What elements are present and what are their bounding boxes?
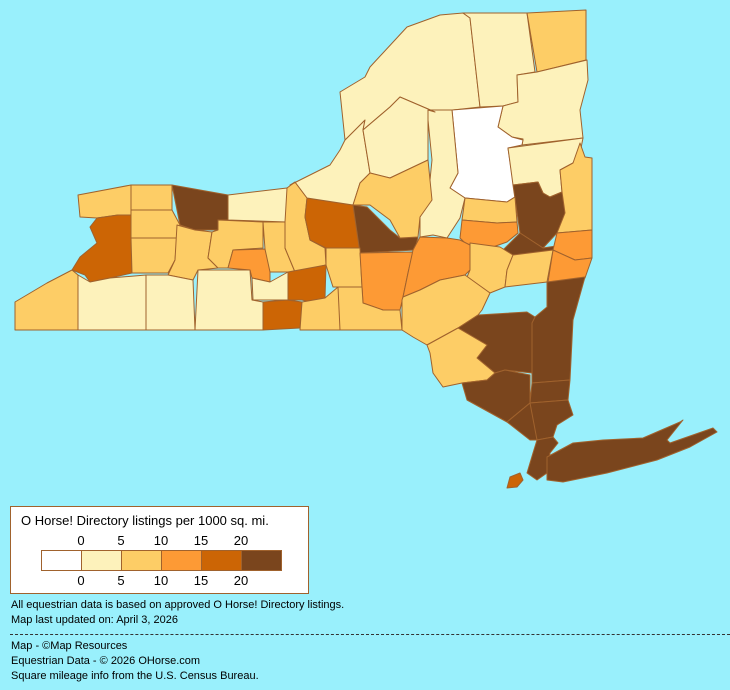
county-region[interactable]: [325, 247, 363, 288]
county-region[interactable]: [506, 472, 524, 489]
legend-bottom-label: 0: [77, 573, 85, 588]
county-region[interactable]: [529, 399, 574, 441]
county-region[interactable]: [262, 299, 303, 331]
legend-color-bar: [41, 550, 282, 571]
county-region[interactable]: [547, 249, 593, 283]
legend-swatch: [242, 551, 281, 570]
legend-bottom-label: 20: [233, 573, 249, 588]
legend-swatch: [202, 551, 242, 570]
legend-title: O Horse! Directory listings per 1000 sq.…: [21, 513, 269, 528]
map-credit: Map - ©Map Resources: [11, 640, 128, 652]
county-region[interactable]: [461, 196, 518, 224]
county-region[interactable]: [529, 379, 571, 404]
legend-top-label: 10: [153, 533, 169, 548]
legend-swatch: [162, 551, 202, 570]
legend-bottom-label: 15: [193, 573, 209, 588]
county-region[interactable]: [287, 264, 327, 303]
divider: [10, 634, 730, 635]
legend-swatch: [42, 551, 82, 570]
county-region[interactable]: [167, 224, 219, 281]
new-york-county-map: [14, 9, 718, 489]
county-region[interactable]: [130, 209, 181, 239]
data-source-note: All equestrian data is based on approved…: [11, 599, 345, 611]
legend-swatch: [82, 551, 122, 570]
county-region[interactable]: [71, 214, 133, 283]
county-region[interactable]: [145, 274, 196, 331]
county-region[interactable]: [304, 197, 361, 249]
county-region[interactable]: [419, 109, 466, 239]
county-region[interactable]: [337, 286, 403, 331]
legend-top-label: 15: [193, 533, 209, 548]
legend-bottom-label: 10: [153, 573, 169, 588]
county-region[interactable]: [461, 369, 531, 423]
legend-top-label: 0: [77, 533, 85, 548]
county-region[interactable]: [251, 271, 289, 301]
county-region[interactable]: [130, 184, 173, 211]
legend-swatch: [122, 551, 162, 570]
county-region[interactable]: [207, 219, 264, 269]
county-region[interactable]: [14, 269, 79, 331]
county-region[interactable]: [77, 274, 147, 331]
last-updated-note: Map last updated on: April 3, 2026: [11, 614, 178, 626]
legend-top-label: 20: [233, 533, 249, 548]
county-region[interactable]: [504, 249, 554, 288]
data-credit: Equestrian Data - © 2026 OHorse.com: [11, 655, 201, 667]
county-region[interactable]: [130, 237, 178, 274]
legend-top-label: 5: [117, 533, 125, 548]
county-region[interactable]: [77, 184, 132, 219]
legend: O Horse! Directory listings per 1000 sq.…: [10, 506, 309, 594]
legend-bottom-label: 5: [117, 573, 125, 588]
census-credit: Square mileage info from the U.S. Census…: [11, 670, 259, 682]
county-region[interactable]: [402, 236, 471, 298]
county-region[interactable]: [531, 276, 586, 384]
county-region[interactable]: [546, 419, 718, 483]
county-region[interactable]: [352, 159, 433, 239]
county-region[interactable]: [227, 187, 288, 223]
